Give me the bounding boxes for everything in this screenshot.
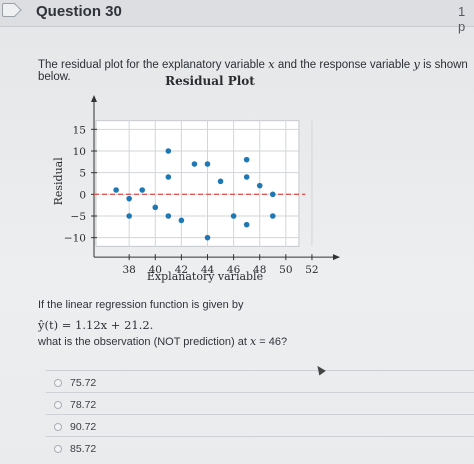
x-tick-label: 42 [175, 264, 188, 276]
x-tick-label: 46 [227, 264, 241, 276]
option-divider [46, 414, 474, 415]
option-b[interactable]: 78.72 [54, 399, 97, 411]
x-axis-label: Explanatory variable [147, 270, 263, 283]
y-axis-label: Residual [52, 157, 65, 206]
option-b-label: 78.72 [70, 399, 97, 411]
question-title: Question 30 [36, 3, 122, 20]
data-point [269, 191, 276, 198]
data-point [243, 156, 250, 163]
y-tick-label: −10 [64, 233, 86, 245]
option-c-label: 90.72 [70, 421, 97, 433]
option-d-radio[interactable] [54, 445, 62, 453]
prompt-text: The residual plot for the explanatory va… [38, 57, 468, 83]
y-tick-label: 10 [73, 146, 86, 158]
plot-area [95, 120, 300, 247]
x-tick-label: 40 [149, 264, 162, 276]
data-point [139, 187, 146, 193]
data-point [243, 221, 250, 228]
question-intro: If the linear regression function is giv… [38, 299, 244, 311]
option-a-radio[interactable] [54, 379, 62, 387]
option-c[interactable]: 90.72 [54, 421, 97, 433]
option-a-label: 75.72 [70, 377, 97, 389]
regression-formula: ŷ(t) = 1.12x + 21.2. [38, 318, 154, 332]
option-c-radio[interactable] [54, 423, 62, 431]
y-tick-label: 15 [73, 124, 86, 136]
option-b-radio[interactable] [54, 401, 62, 409]
y-tick-label: −5 [71, 211, 86, 223]
options-divider [46, 370, 474, 371]
data-point [152, 204, 159, 211]
x-axis-arrow-icon [333, 254, 340, 261]
data-point [230, 213, 237, 219]
y-tick-label: 5 [79, 168, 86, 180]
data-point [243, 174, 250, 180]
data-point [269, 213, 276, 219]
data-point [165, 174, 172, 180]
x-tick-label: 44 [201, 264, 215, 276]
option-d[interactable]: 85.72 [54, 443, 97, 455]
data-point [165, 213, 172, 219]
data-point [256, 182, 263, 189]
data-point [204, 234, 211, 241]
y-tick-label: 0 [79, 189, 86, 201]
option-d-label: 85.72 [70, 443, 97, 455]
x-tick-label: 48 [253, 264, 266, 276]
question-text: what is the observation (NOT prediction)… [38, 335, 288, 348]
question-points: 1 p [458, 4, 466, 34]
data-point [191, 161, 198, 167]
x-tick-label: 50 [279, 264, 292, 276]
option-divider [46, 392, 474, 393]
data-point [165, 148, 172, 154]
x-tick-label: 38 [122, 264, 135, 276]
chart-title: Residual Plot [165, 74, 255, 88]
mouse-cursor-icon [314, 363, 326, 376]
flag-tab-icon[interactable] [2, 3, 16, 17]
y-axis-arrow-icon [91, 95, 97, 102]
option-divider [46, 436, 474, 437]
data-point [204, 161, 211, 167]
data-point [113, 187, 119, 193]
data-point [178, 217, 185, 224]
data-point [126, 195, 132, 202]
x-tick-label: 52 [305, 264, 318, 276]
option-a[interactable]: 75.72 [54, 377, 97, 389]
data-point [126, 213, 132, 219]
question-header: Question 30 1 p [0, 0, 474, 34]
data-point [217, 178, 224, 185]
